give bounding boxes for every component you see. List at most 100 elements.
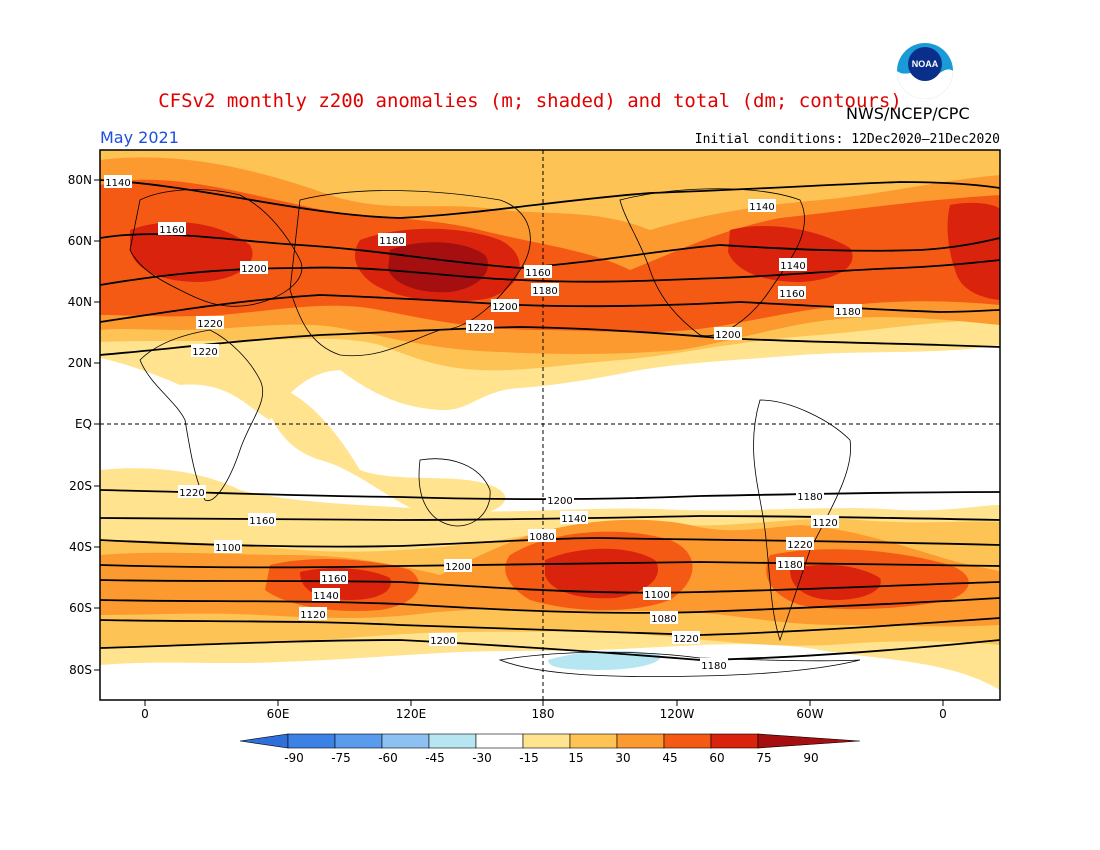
lon-label-180: 180 <box>531 707 555 721</box>
svg-text:1140: 1140 <box>313 591 338 602</box>
svg-text:1220: 1220 <box>467 323 492 334</box>
colorbar-box <box>381 733 430 749</box>
contour-label: 1100 <box>214 540 242 554</box>
svg-text:1180: 1180 <box>532 286 557 297</box>
contour-label: 1180 <box>531 283 559 297</box>
contour-label: 1160 <box>524 265 552 279</box>
initial-conditions-label: Initial conditions: 12Dec2020–21Dec2020 <box>694 132 1000 147</box>
lon-label-0: 0 <box>141 707 149 721</box>
svg-text:1160: 1160 <box>525 268 550 279</box>
contour-label: 1220 <box>178 485 206 499</box>
svg-text:1160: 1160 <box>159 225 184 236</box>
lat-label-60n: 60N <box>67 234 92 248</box>
shade-15-indian <box>260 380 506 520</box>
colorbar-label: -75 <box>331 751 351 765</box>
contour-label: 1220 <box>786 537 814 551</box>
svg-text:1140: 1140 <box>105 178 130 189</box>
contour-label: 1220 <box>672 631 700 645</box>
chart-title: CFSv2 monthly z200 anomalies (m; shaded)… <box>158 90 902 112</box>
contour-label: 1140 <box>560 511 588 525</box>
shade-75-north-atlantic <box>947 202 1000 300</box>
contour-label: 1160 <box>778 286 806 300</box>
svg-text:1180: 1180 <box>379 236 404 247</box>
north-america-coast <box>619 188 805 337</box>
svg-text:1200: 1200 <box>445 562 470 573</box>
shade-90-north-asia <box>388 242 489 293</box>
svg-text:1160: 1160 <box>249 516 274 527</box>
colorbar-label: 45 <box>662 751 678 765</box>
contour-label: 1200 <box>240 261 268 275</box>
svg-text:1200: 1200 <box>492 302 517 313</box>
lat-label-80s: 80S <box>69 663 92 677</box>
contour-label: 1220 <box>196 316 224 330</box>
lon-label-120e: 120E <box>395 707 427 721</box>
colorbar-arrow-right <box>757 733 861 749</box>
colorbar-arrow-left <box>239 733 289 749</box>
contour-label: 1120 <box>299 607 327 621</box>
contour-label: 1160 <box>248 513 276 527</box>
contour-label: 1080 <box>528 529 556 543</box>
colorbar-box <box>569 733 618 749</box>
lat-label-40s: 40S <box>69 540 92 554</box>
svg-text:1100: 1100 <box>644 590 669 601</box>
contour-label: 1140 <box>104 175 132 189</box>
contour-label: 1160 <box>158 222 186 236</box>
contour-label: 1140 <box>312 588 340 602</box>
colorbar-box <box>522 733 571 749</box>
contour-label: 1220 <box>191 344 219 358</box>
svg-text:1120: 1120 <box>300 610 325 621</box>
lat-label-20s: 20S <box>69 479 92 493</box>
contour-label: 1200 <box>714 327 742 341</box>
svg-text:1140: 1140 <box>749 202 774 213</box>
contour-labels: 1140116011801200122011401160118012001220… <box>104 175 862 672</box>
colorbar-label: -60 <box>378 751 398 765</box>
lon-label-120w: 120W <box>659 707 695 721</box>
colorbar-label: 90 <box>803 751 819 765</box>
colorbar-box <box>287 733 336 749</box>
coastlines <box>129 188 861 678</box>
svg-text:1220: 1220 <box>197 319 222 330</box>
colorbar-label: 75 <box>756 751 772 765</box>
svg-text:1220: 1220 <box>673 634 698 645</box>
colorbar-label: -15 <box>519 751 539 765</box>
lon-label-0-east: 0 <box>939 707 947 721</box>
svg-text:1200: 1200 <box>715 330 740 341</box>
contour-label: 1180 <box>796 489 824 503</box>
svg-text:1200: 1200 <box>430 636 455 647</box>
colorbar-box <box>475 733 524 749</box>
svg-text:1200: 1200 <box>547 496 572 507</box>
lat-label-80n: 80N <box>67 173 92 187</box>
axis-ticks <box>94 179 944 706</box>
svg-text:1120: 1120 <box>812 518 837 529</box>
shade-60-north <box>100 179 1000 333</box>
noaa-logo: NOAA <box>897 43 953 99</box>
contour-label: 1200 <box>546 493 574 507</box>
shade-75-north-europe <box>130 222 253 282</box>
colorbar-label: -90 <box>284 751 304 765</box>
colorbar-boxes <box>239 733 861 749</box>
contour-label: 1140 <box>779 258 807 272</box>
lon-label-60e: 60E <box>266 707 290 721</box>
europe-coast <box>129 189 303 307</box>
lat-label-40n: 40N <box>67 295 92 309</box>
svg-text:NOAA: NOAA <box>912 59 939 69</box>
colorbar-label: 60 <box>709 751 725 765</box>
contour-label: 1120 <box>811 515 839 529</box>
svg-text:1160: 1160 <box>779 289 804 300</box>
svg-text:1080: 1080 <box>651 614 676 625</box>
colorbar-box <box>334 733 383 749</box>
contour-label: 1140 <box>748 199 776 213</box>
colorbar-box <box>428 733 477 749</box>
colorbar-label: -30 <box>472 751 492 765</box>
svg-text:1220: 1220 <box>179 488 204 499</box>
contour-label: 1160 <box>320 571 348 585</box>
contour-label: 1180 <box>834 304 862 318</box>
contour-label: 1180 <box>378 233 406 247</box>
colorbar-label: -45 <box>425 751 445 765</box>
svg-text:1200: 1200 <box>241 264 266 275</box>
australia-coast <box>418 458 491 527</box>
colorbar-box <box>710 733 759 749</box>
contour-label: 1200 <box>429 633 457 647</box>
